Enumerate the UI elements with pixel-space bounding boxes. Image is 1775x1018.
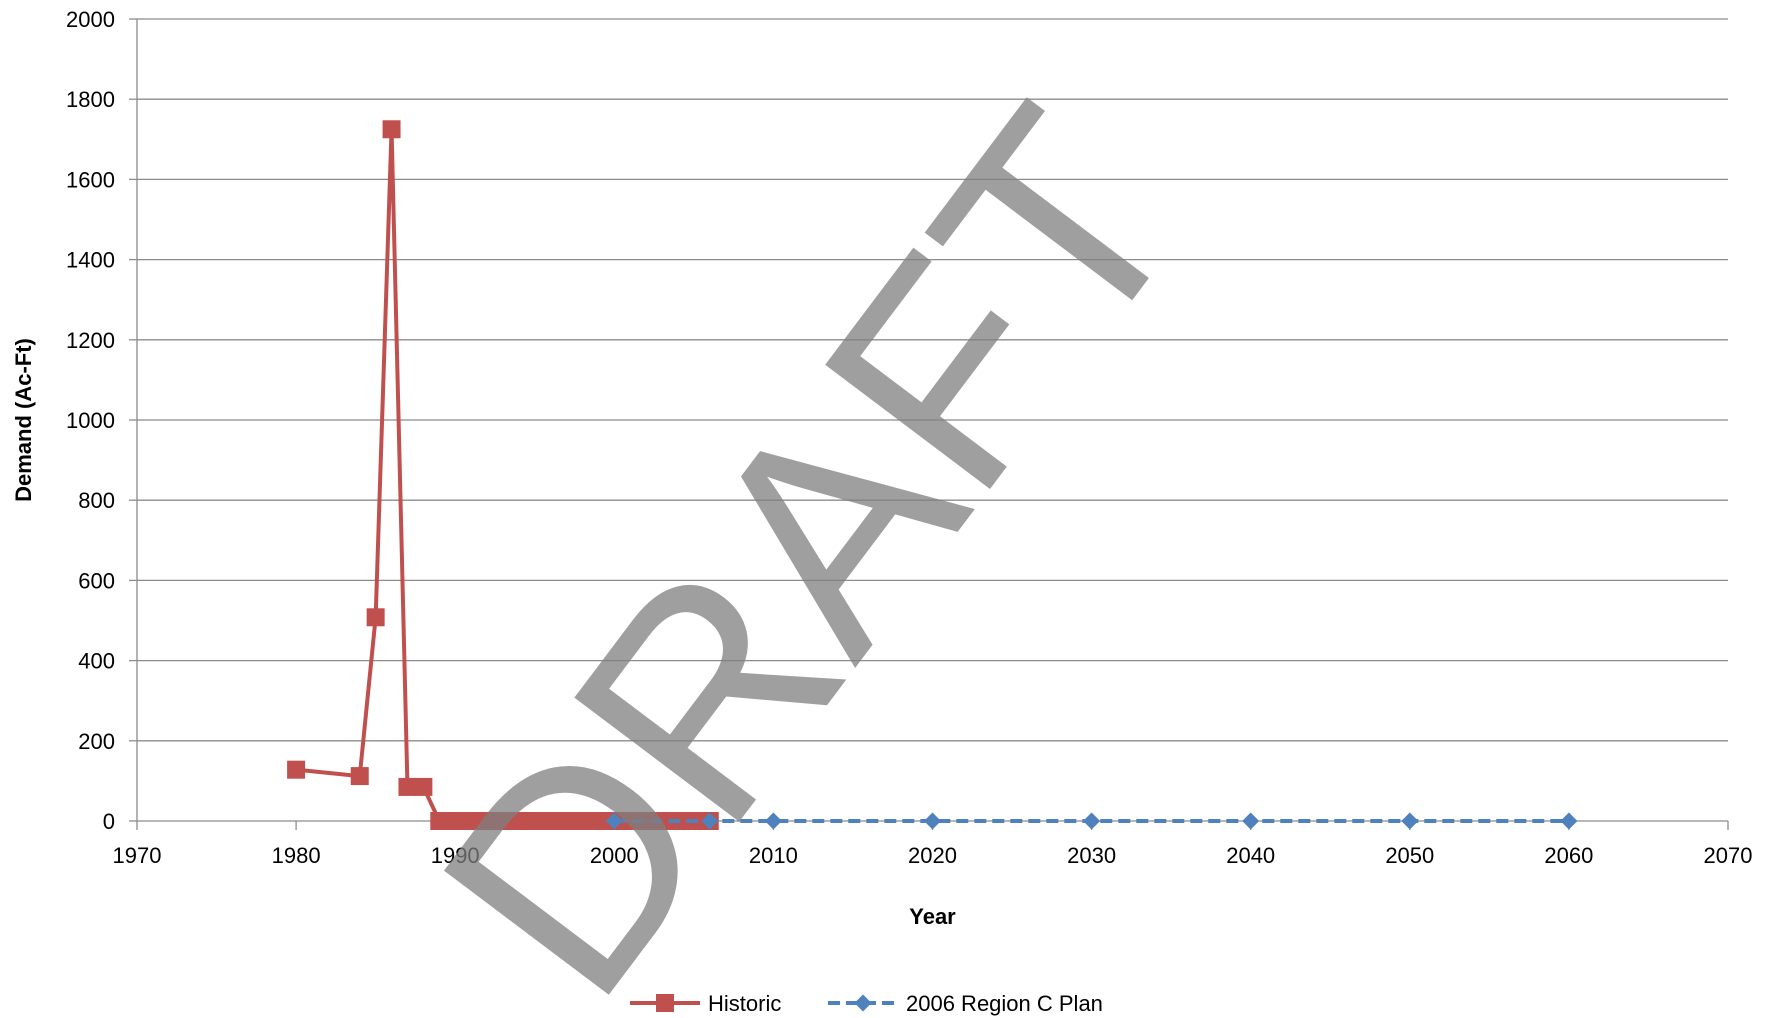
legend-marker — [656, 994, 674, 1012]
x-tick-label: 2070 — [1704, 843, 1753, 868]
y-tick-label: 400 — [78, 649, 115, 674]
data-point — [350, 767, 369, 786]
data-point — [509, 812, 528, 830]
y-tick-label: 200 — [78, 729, 115, 754]
data-point — [621, 812, 640, 830]
legend-marker — [854, 994, 872, 1012]
y-axis-title: Demand (Ac-Ft) — [11, 338, 36, 502]
data-point — [462, 812, 481, 830]
data-point — [287, 760, 306, 779]
data-point — [1242, 812, 1260, 830]
series-0 — [287, 120, 719, 830]
data-point — [414, 777, 433, 796]
data-point — [557, 812, 576, 830]
x-tick-label: 2010 — [749, 843, 798, 868]
data-point — [605, 812, 623, 830]
legend-label: 2006 Region C Plan — [906, 991, 1103, 1016]
y-tick-label: 2000 — [66, 7, 115, 32]
data-point — [589, 812, 608, 830]
x-tick-labels: 1970 1980 1990 2000 2010 2020 2030 2040 2050 2060… — [113, 843, 1753, 868]
x-axis-title: Year — [909, 904, 956, 929]
x-tick-label: 1970 — [113, 843, 162, 868]
y-tick-labels: 0 200 400 600 800 1000 1200 1400 1600 1800 2000 — [66, 7, 115, 834]
x-tick-label: 2030 — [1067, 843, 1116, 868]
data-point — [525, 812, 544, 830]
x-tick-label: 2050 — [1385, 843, 1434, 868]
x-tick-label: 1980 — [272, 843, 321, 868]
y-tick-label: 800 — [78, 488, 115, 513]
x-tick-label: 2060 — [1544, 843, 1593, 868]
data-point — [764, 812, 782, 830]
y-tick-label: 1200 — [66, 328, 115, 353]
data-point — [924, 812, 941, 830]
legend-label: Historic — [708, 991, 781, 1016]
y-tick-label: 1000 — [66, 408, 115, 433]
y-tick-label: 0 — [103, 809, 115, 834]
y-tick-label: 1600 — [66, 167, 115, 192]
data-point — [478, 812, 497, 830]
y-tick-label: 1800 — [66, 87, 115, 112]
data-point — [1560, 812, 1578, 830]
series-1 — [605, 812, 1578, 830]
draft-watermark: DRAFT — [377, 52, 1247, 1018]
data-point — [541, 812, 560, 830]
x-tick-label: 1990 — [431, 843, 480, 868]
x-tick-label: 2020 — [908, 843, 957, 868]
y-tick-label: 600 — [78, 568, 115, 593]
data-point — [446, 812, 465, 830]
data-point — [573, 812, 592, 830]
data-point — [1401, 812, 1419, 830]
data-point — [637, 812, 656, 830]
data-point — [382, 120, 401, 139]
legend-item-1: 2006 Region C Plan — [828, 991, 1103, 1016]
data-point — [366, 608, 385, 627]
data-point — [430, 812, 449, 830]
data-point — [493, 812, 512, 830]
data-point — [398, 777, 417, 796]
series-layer — [287, 120, 1578, 830]
x-tick-label: 2000 — [590, 843, 639, 868]
legend: Historic 2006 Region C Plan — [630, 991, 1103, 1016]
data-point — [1083, 812, 1101, 830]
legend-item-0: Historic — [630, 991, 781, 1016]
data-point — [701, 812, 719, 830]
y-tick-label: 1400 — [66, 248, 115, 273]
x-tick-label: 2040 — [1226, 843, 1275, 868]
